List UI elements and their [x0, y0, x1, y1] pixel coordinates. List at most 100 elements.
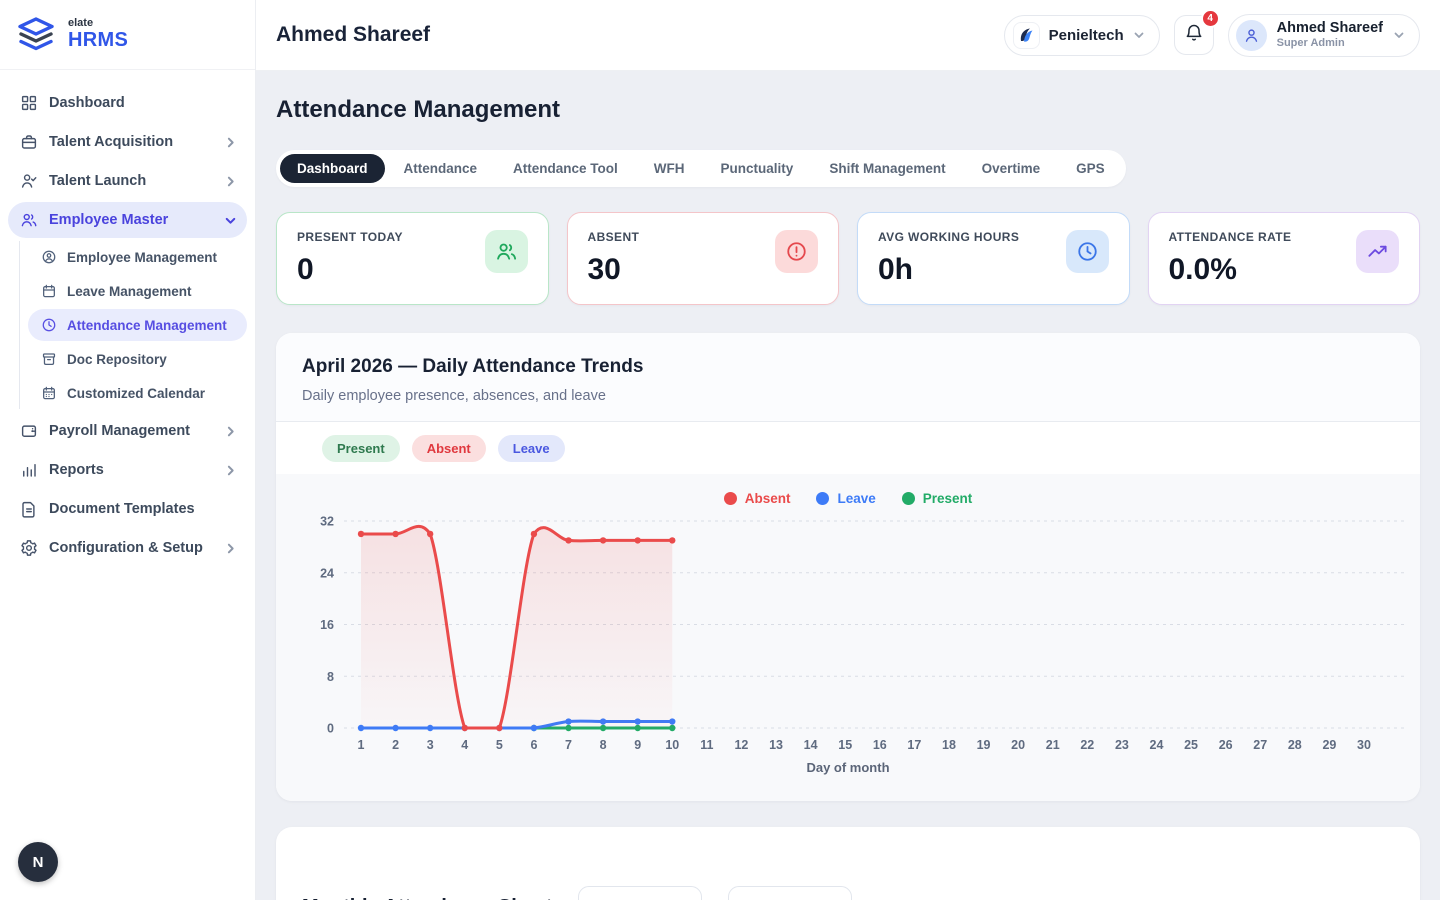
divider [276, 421, 1420, 422]
company-logo-icon [1012, 21, 1040, 49]
sidebar-item-document-templates[interactable]: Document Templates [8, 491, 247, 527]
chat-widget-label: N [32, 853, 44, 871]
svg-text:7: 7 [565, 738, 572, 752]
svg-text:17: 17 [907, 738, 921, 752]
svg-text:19: 19 [977, 738, 991, 752]
elate-layers-logo-icon [16, 16, 58, 54]
svg-text:16: 16 [873, 738, 887, 752]
sidebar-item-dashboard[interactable]: Dashboard [8, 85, 247, 121]
sidebar-item-payroll-management[interactable]: Payroll Management [8, 413, 247, 449]
stat-label: Present Today [297, 230, 403, 244]
year-select[interactable]: 2026 [728, 886, 853, 900]
chart-title: April 2026 — Daily Attendance Trends [302, 356, 644, 377]
legend-dot-icon [816, 491, 830, 505]
person-check-icon [20, 172, 38, 190]
brand-sub: elate [68, 17, 94, 30]
app-logo[interactable]: elate HRMS [0, 0, 255, 70]
svg-text:15: 15 [838, 738, 852, 752]
person-circle-icon [41, 249, 57, 265]
sidebar-item-configuration-setup[interactable]: Configuration & Setup [8, 530, 247, 566]
sidebar-item-label: Talent Launch [49, 173, 147, 189]
sidebar-item-label: Employee Master [49, 212, 169, 228]
file-text-icon [20, 500, 38, 518]
svg-text:26: 26 [1219, 738, 1233, 752]
user-menu[interactable]: Ahmed Shareef Super Admin [1227, 13, 1420, 57]
chevron-down-icon [1133, 29, 1145, 41]
alert-circle-icon [775, 230, 818, 273]
tab-attendance-tool[interactable]: Attendance Tool [513, 161, 618, 176]
calendar-icon [41, 283, 57, 299]
people-icon [484, 230, 528, 273]
tab-overtime[interactable]: Overtime [981, 161, 1041, 176]
notification-count-badge: 4 [1200, 9, 1220, 28]
tab-gps[interactable]: GPS [1076, 161, 1105, 176]
submenu-item-employee-management[interactable]: Employee Management [28, 241, 247, 273]
sidebar-item-talent-launch[interactable]: Talent Launch [8, 163, 247, 199]
sidebar-item-employee-master[interactable]: Employee Master [8, 202, 247, 238]
submenu-item-customized-calendar[interactable]: Customized Calendar [28, 377, 247, 409]
svg-text:6: 6 [530, 738, 537, 752]
chart-legend: Absent Leave Present [276, 474, 1420, 508]
sidebar-item-talent-acquisition[interactable]: Talent Acquisition [8, 124, 247, 160]
stat-card-avg-working-hours: Avg Working Hours 0h [857, 212, 1130, 305]
svg-text:20: 20 [1011, 738, 1025, 752]
chevron-right-icon [224, 542, 237, 555]
brand-name: HRMS [68, 28, 129, 51]
svg-text:2: 2 [392, 738, 399, 752]
tab-dashboard[interactable]: Dashboard [280, 154, 385, 183]
legend-item-absent[interactable]: Absent [723, 488, 790, 508]
monthly-sheet-title: Monthly Attendance Sheet [302, 896, 552, 900]
user-avatar-icon [1235, 19, 1267, 51]
sidebar-item-reports[interactable]: Reports [8, 452, 247, 488]
svg-text:21: 21 [1046, 738, 1060, 752]
notifications-button[interactable]: 4 [1173, 9, 1220, 55]
monthly-attendance-card: Monthly Attendance Sheet Apr 2026 [276, 827, 1420, 900]
tab-shift-management[interactable]: Shift Management [829, 161, 946, 176]
sidebar-item-label: Configuration & Setup [49, 540, 203, 556]
sidebar-item-label: Dashboard [49, 95, 125, 111]
tab-attendance[interactable]: Attendance [403, 161, 478, 176]
submenu-item-label: Attendance Management [67, 317, 227, 333]
svg-text:23: 23 [1115, 738, 1129, 752]
svg-text:0: 0 [327, 722, 334, 736]
sidebar-item-label: Document Templates [49, 501, 195, 517]
user-role: Super Admin [1276, 36, 1345, 49]
svg-text:27: 27 [1253, 738, 1267, 752]
stat-card-absent: Absent 30 [566, 212, 839, 305]
pill-absent[interactable]: Absent [411, 435, 486, 462]
svg-text:8: 8 [600, 738, 607, 752]
legend-label: Leave [837, 490, 876, 506]
tab-wfh[interactable]: WFH [653, 161, 685, 176]
legend-item-leave[interactable]: Leave [816, 488, 876, 508]
submenu-item-doc-repository[interactable]: Doc Repository [28, 343, 247, 375]
stat-value: 0 [297, 253, 314, 286]
legend-item-present[interactable]: Present [901, 488, 972, 508]
daily-trends-card: April 2026 — Daily Attendance Trends Dai… [276, 333, 1420, 801]
submenu-item-leave-management[interactable]: Leave Management [28, 275, 247, 307]
topbar-title: Ahmed Shareef [276, 23, 431, 46]
user-name: Ahmed Shareef [1276, 19, 1383, 36]
people-icon [20, 211, 38, 229]
svg-text:1: 1 [358, 738, 365, 752]
tab-punctuality[interactable]: Punctuality [720, 161, 794, 176]
svg-text:22: 22 [1080, 738, 1094, 752]
chevron-right-icon [224, 175, 237, 188]
pill-present[interactable]: Present [322, 435, 400, 462]
submenu-item-attendance-management[interactable]: Attendance Management [28, 309, 247, 341]
x-axis-label: Day of month [806, 760, 890, 775]
chart-subtitle: Daily employee presence, absences, and l… [302, 388, 606, 404]
svg-text:13: 13 [769, 738, 783, 752]
svg-text:8: 8 [327, 670, 334, 684]
svg-text:14: 14 [804, 738, 818, 752]
month-select[interactable]: Apr [578, 886, 703, 900]
stat-card-present-today: Present Today 0 [276, 212, 549, 305]
stat-label: Avg Working Hours [878, 230, 1020, 244]
chat-widget-button[interactable]: N [18, 842, 58, 882]
pill-leave[interactable]: Leave [497, 435, 565, 462]
svg-text:5: 5 [496, 738, 503, 752]
svg-text:29: 29 [1322, 738, 1336, 752]
bar-chart-icon [20, 461, 38, 479]
calendar-dots-icon [41, 385, 57, 401]
company-selector[interactable]: Penieltech [1003, 14, 1160, 56]
